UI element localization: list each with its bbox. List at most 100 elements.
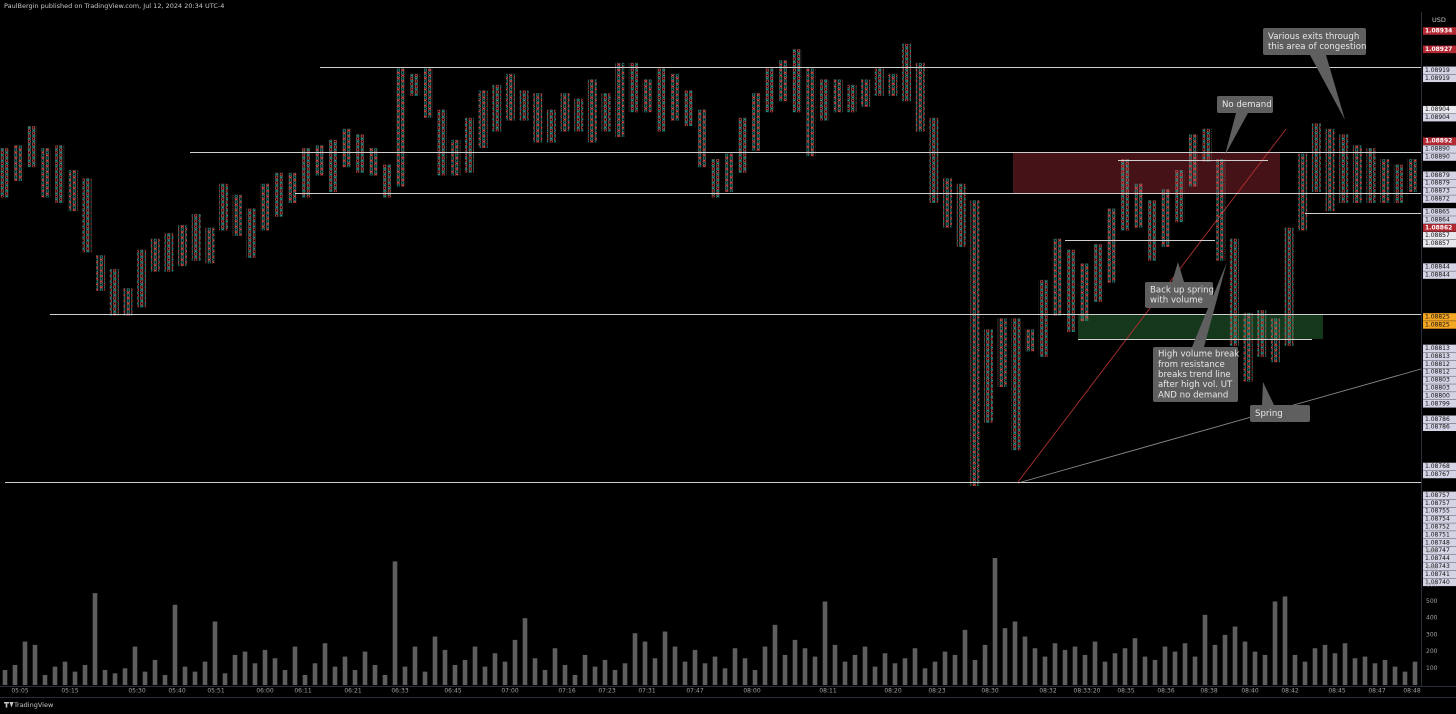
price-label-bg [1423, 360, 1456, 369]
price-label: 1.08767 [1425, 471, 1450, 478]
volume-bar [162, 674, 168, 685]
pnf-column [874, 68, 884, 96]
price-label-bg [1423, 392, 1456, 400]
pnf-column [1079, 263, 1089, 322]
price-label-bg [1423, 171, 1456, 180]
pnf-column [1366, 147, 1376, 203]
price-label-bg [1423, 239, 1456, 248]
price-label: 1.08754 [1425, 516, 1450, 523]
volume-bar [1262, 654, 1268, 685]
price-label-bg [1423, 368, 1456, 376]
price-label-bg [1423, 470, 1456, 479]
annotation-text: with volume [1150, 296, 1203, 306]
price-label-bg [1423, 546, 1456, 555]
price-label: 1.08892 [1425, 138, 1452, 145]
volume-bar [512, 639, 518, 685]
volume-bar [502, 661, 508, 685]
price-label: 1.08862 [1425, 224, 1452, 231]
pnf-column [765, 68, 775, 113]
volume-bar [1092, 641, 1098, 685]
volume-bar [812, 656, 818, 685]
volume-tick-label: 600 [1426, 581, 1438, 588]
pnf-column [1065, 249, 1075, 333]
pnf-column [1270, 318, 1280, 363]
pnf-column [1298, 153, 1308, 231]
pnf-column [615, 62, 625, 138]
volume-bar [1042, 656, 1048, 685]
volume-bar [1172, 651, 1178, 685]
pnf-column [0, 147, 10, 198]
pnf-column [342, 128, 352, 168]
volume-bar [922, 668, 928, 685]
annotation-text: Back up spring [1150, 285, 1214, 295]
annotation-box [1153, 347, 1238, 402]
volume-bar [1242, 641, 1248, 685]
volume-bar [12, 664, 18, 685]
pnf-column [997, 318, 1007, 388]
price-label-bg [1423, 499, 1456, 508]
time-label: 08:00 [743, 688, 760, 695]
price-label: 1.08825 [1425, 313, 1450, 320]
volume-bar [272, 658, 278, 685]
annotation-box [1263, 28, 1366, 55]
volume-bar [792, 639, 798, 685]
price-label: 1.08904 [1425, 106, 1450, 113]
volume-bar [722, 668, 728, 685]
price-label: 1.08927 [1425, 46, 1452, 53]
price-label: 1.08751 [1425, 531, 1450, 538]
volume-bar [1312, 648, 1318, 685]
price-label-bg [1423, 344, 1456, 353]
annotation-box [1217, 96, 1273, 113]
volume-bar [662, 631, 668, 685]
price-label-bg [1423, 384, 1456, 392]
brand: TradingView [13, 701, 54, 709]
pnf-column [96, 255, 106, 291]
volume-bar [202, 661, 208, 685]
annotation-pointer [1225, 113, 1248, 155]
price-label: 1.08757 [1425, 492, 1450, 499]
price-label-bg [1423, 263, 1456, 271]
price-label-bg [1423, 187, 1456, 195]
price-label: 1.08813 [1425, 353, 1450, 360]
volume-bar [682, 661, 688, 685]
price-label-bg [1423, 562, 1456, 571]
volume-bar [152, 659, 158, 685]
volume-bar [302, 674, 308, 685]
volume-bar [1062, 649, 1068, 685]
pnf-column [833, 79, 843, 113]
volume-bar [392, 561, 398, 685]
price-label: 1.08748 [1425, 539, 1450, 546]
pnf-column [1011, 318, 1021, 451]
volume-bar [52, 666, 58, 685]
price-label: 1.08741 [1425, 571, 1450, 578]
volume-tick-label: 500 [1426, 598, 1438, 605]
price-label: 1.08879 [1425, 180, 1450, 187]
zone [1013, 152, 1280, 194]
volume-bar [1342, 643, 1348, 685]
volume-bar [442, 649, 448, 685]
annotation-text: from resistance [1158, 360, 1225, 370]
annotation-text: High volume break [1158, 350, 1239, 360]
volume-bar [112, 673, 118, 685]
volume-bar [432, 636, 438, 685]
pnf-column [27, 126, 37, 168]
time-label: 06:33 [391, 688, 408, 695]
pnf-column [137, 249, 147, 308]
pnf-column [382, 164, 392, 198]
pnf-column [683, 90, 693, 127]
time-label: 07:16 [558, 688, 575, 695]
pnf-column [273, 172, 283, 217]
pnf-column [55, 145, 65, 203]
volume-bar [402, 666, 408, 685]
price-label-bg [1423, 415, 1456, 424]
volume-bar [222, 673, 228, 685]
volume-bar [532, 658, 538, 685]
volume-bar [1382, 659, 1388, 685]
volume-bar [932, 661, 938, 685]
volume-bar [742, 658, 748, 685]
price-label-bg [1423, 208, 1456, 216]
volume-bar [1302, 661, 1308, 685]
price-label: 1.08844 [1425, 272, 1450, 279]
price-label-bg [1423, 399, 1456, 408]
volume-bar [1372, 663, 1378, 685]
